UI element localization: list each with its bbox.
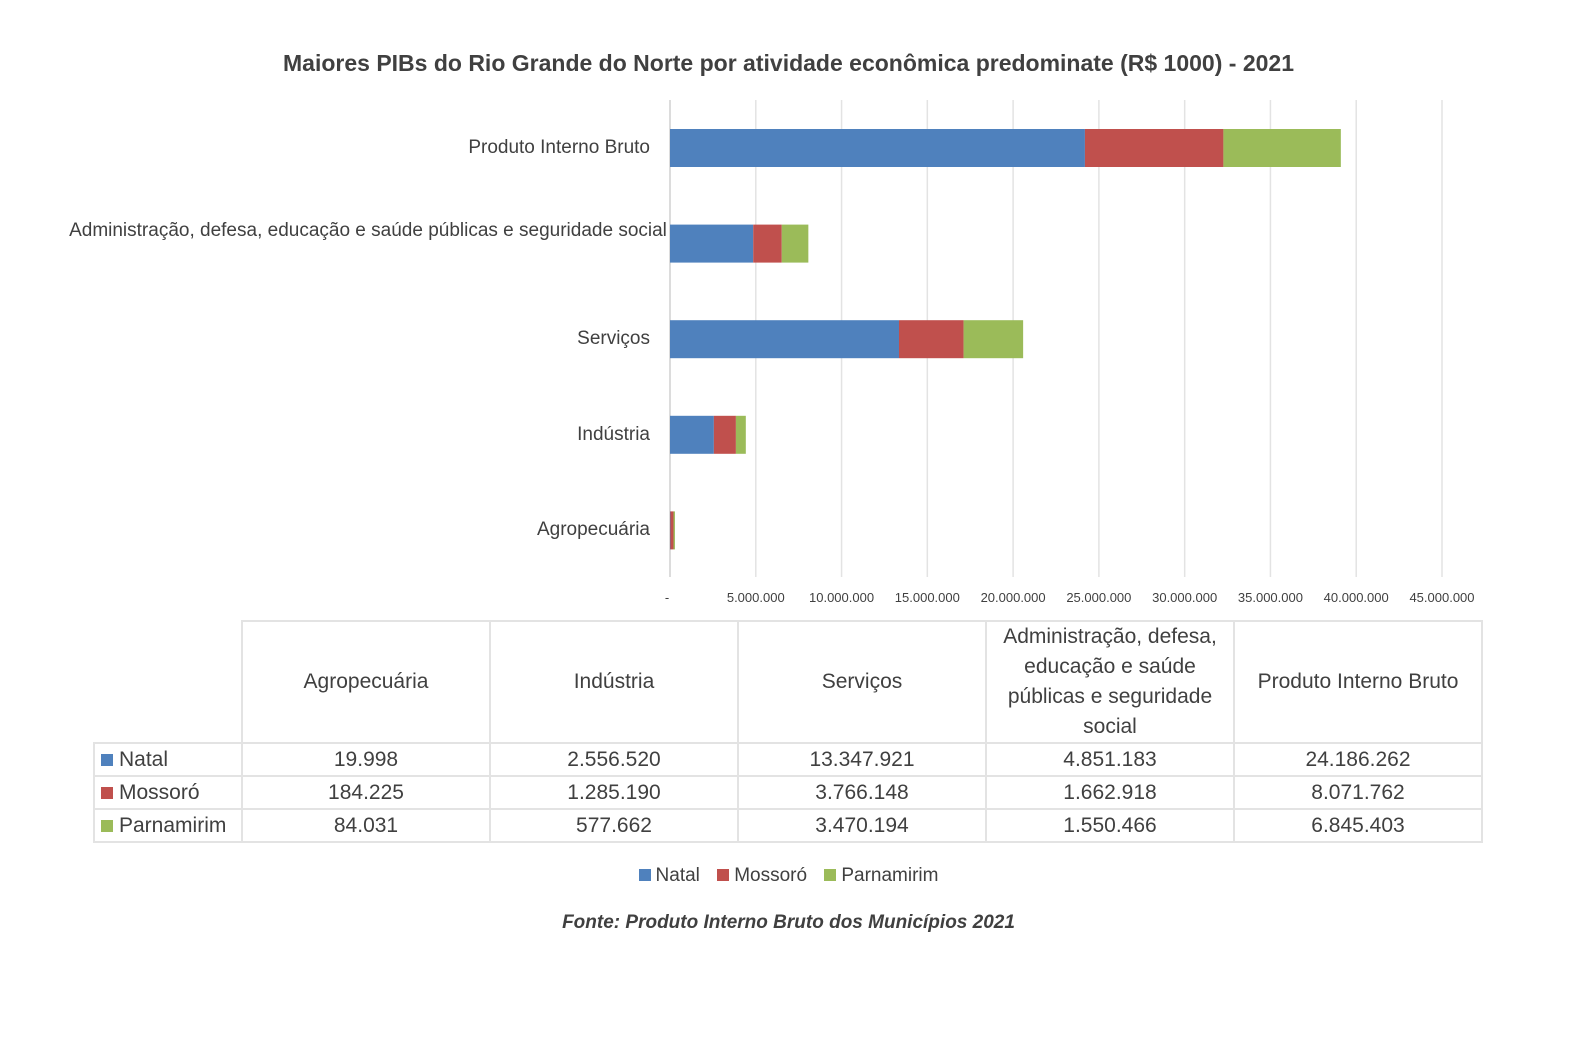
x-tick-label: 5.000.000 <box>726 590 785 605</box>
data-table-header: Administração, defesa, educação e saúde … <box>985 620 1235 744</box>
data-table-cell: 13.347.921 <box>737 742 987 777</box>
data-table-row: Parnamirim 84.031 577.662 3.470.194 1.55… <box>93 808 1483 843</box>
legend-item-parnamirim: Parnamirim <box>824 865 938 887</box>
category-label: Indústria <box>577 423 650 445</box>
data-table-cell: 19.998 <box>241 742 491 777</box>
bar-segment <box>670 415 714 454</box>
x-tick-label: 40.000.000 <box>1323 590 1389 605</box>
x-tick-label: - <box>664 590 670 605</box>
source-note: Fonte: Produto Interno Bruto dos Municíp… <box>562 912 1015 933</box>
bar-segment <box>670 224 754 263</box>
data-table-cell: 1.550.466 <box>985 808 1235 843</box>
legend: Natal Mossoró Parnamirim <box>0 865 1577 887</box>
x-tick-label: 10.000.000 <box>809 590 875 605</box>
data-table-cell: 4.851.183 <box>985 742 1235 777</box>
x-tick-label: 30.000.000 <box>1152 590 1218 605</box>
bar-segment <box>670 320 899 359</box>
series-name: Natal <box>119 747 169 771</box>
data-table-header: Agropecuária <box>241 620 491 744</box>
data-table-corner <box>94 621 243 744</box>
bar-segment <box>781 224 809 263</box>
category-label: Administração, defesa, educação e saúde … <box>69 219 667 241</box>
legend-label: Parnamirim <box>841 865 939 886</box>
x-tick-label: 45.000.000 <box>1409 590 1475 605</box>
data-table-row: Natal 19.998 2.556.520 13.347.921 4.851.… <box>93 742 1483 777</box>
data-table-cell: 184.225 <box>241 775 491 810</box>
legend-swatch <box>824 869 837 881</box>
data-table-cell: 1.285.190 <box>489 775 739 810</box>
series-name: Parnamirim <box>119 813 227 837</box>
data-table-series-cell: Mossoró <box>93 775 243 810</box>
bar-segment <box>673 511 675 550</box>
data-table-cell: 6.845.403 <box>1233 808 1483 843</box>
data-table-cell: 24.186.262 <box>1233 742 1483 777</box>
bar-segment <box>670 511 671 550</box>
data-table-series-cell: Natal <box>93 742 243 777</box>
bar-segment <box>753 224 782 263</box>
x-tick-label: 25.000.000 <box>1066 590 1132 605</box>
legend-swatch <box>717 869 730 881</box>
category-label: Agropecuária <box>536 519 650 541</box>
data-table-cell: 577.662 <box>489 808 739 843</box>
category-label: Serviços <box>577 328 650 350</box>
chart-title: Maiores PIBs do Rio Grande do Norte por … <box>283 50 1294 76</box>
data-table-cell: 84.031 <box>241 808 491 843</box>
legend-item-natal: Natal <box>638 865 700 887</box>
data-table-cell: 1.662.918 <box>985 775 1235 810</box>
data-table-header: Indústria <box>489 620 739 744</box>
data-table-header-row: Agropecuária Indústria Serviços Administ… <box>94 620 1483 744</box>
bar-segment <box>963 320 1024 359</box>
bar-segment <box>898 320 964 359</box>
data-table-header: Serviços <box>737 620 987 744</box>
x-tick-label: 15.000.000 <box>894 590 960 605</box>
data-table-row: Mossoró 184.225 1.285.190 3.766.148 1.66… <box>93 775 1483 810</box>
parnamirim-swatch <box>101 819 113 832</box>
data-table-header: Produto Interno Bruto <box>1233 620 1483 744</box>
category-label: Produto Interno Bruto <box>468 137 650 158</box>
legend-swatch <box>638 869 651 881</box>
x-tick-label: 20.000.000 <box>980 590 1046 605</box>
data-table-cell: 8.071.762 <box>1233 775 1483 810</box>
data-table: Agropecuária Indústria Serviços Administ… <box>93 620 1483 843</box>
bar-segment <box>735 415 746 454</box>
legend-label: Natal <box>655 865 700 886</box>
mossoro-swatch <box>101 786 113 799</box>
legend-item-mossoro: Mossoró <box>717 865 807 887</box>
bar-segment <box>1223 129 1341 167</box>
data-table-series-cell: Parnamirim <box>93 808 243 843</box>
data-table-cell: 3.766.148 <box>737 775 987 810</box>
x-tick-label: 35.000.000 <box>1237 590 1303 605</box>
series-name: Mossoró <box>119 780 200 804</box>
bar-segment <box>1084 129 1224 167</box>
legend-label: Mossoró <box>734 865 808 886</box>
data-table-cell: 2.556.520 <box>489 742 739 777</box>
plot-area <box>669 100 1443 577</box>
data-table-cell: 3.470.194 <box>737 808 987 843</box>
bar-segment <box>713 415 736 454</box>
bar-segment <box>670 511 674 550</box>
bar-segment <box>670 129 1085 167</box>
natal-swatch <box>101 753 113 766</box>
